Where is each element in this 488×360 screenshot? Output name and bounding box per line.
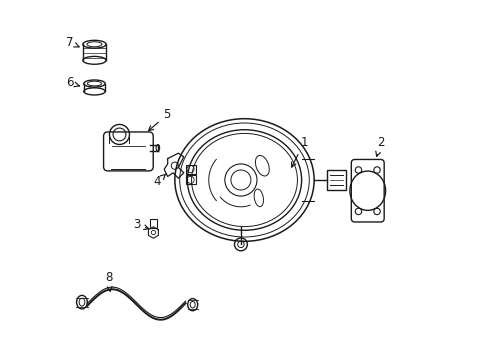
Text: 2: 2 <box>375 136 384 156</box>
Text: 1: 1 <box>291 136 307 167</box>
Text: 4: 4 <box>153 174 165 188</box>
Bar <box>185 175 195 184</box>
Text: 6: 6 <box>66 76 79 89</box>
Bar <box>185 165 195 174</box>
Bar <box>326 170 346 190</box>
Text: 7: 7 <box>66 36 79 49</box>
Text: 5: 5 <box>148 108 170 131</box>
Text: 8: 8 <box>105 271 112 291</box>
Bar <box>149 219 157 228</box>
Text: 3: 3 <box>132 218 148 231</box>
